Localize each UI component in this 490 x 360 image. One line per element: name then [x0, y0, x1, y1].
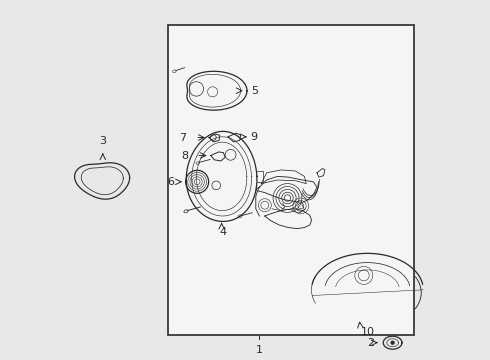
Text: 9: 9	[250, 132, 258, 142]
Text: 5: 5	[251, 86, 259, 96]
Text: 2: 2	[367, 338, 374, 348]
Text: 1: 1	[256, 345, 263, 355]
Text: 7: 7	[179, 132, 187, 143]
Text: 6: 6	[168, 177, 175, 187]
Circle shape	[391, 341, 394, 344]
Text: 4: 4	[220, 227, 227, 237]
Text: 3: 3	[99, 136, 106, 146]
Text: 10: 10	[361, 327, 374, 337]
Bar	[168, 25, 414, 335]
Text: 8: 8	[181, 150, 188, 161]
